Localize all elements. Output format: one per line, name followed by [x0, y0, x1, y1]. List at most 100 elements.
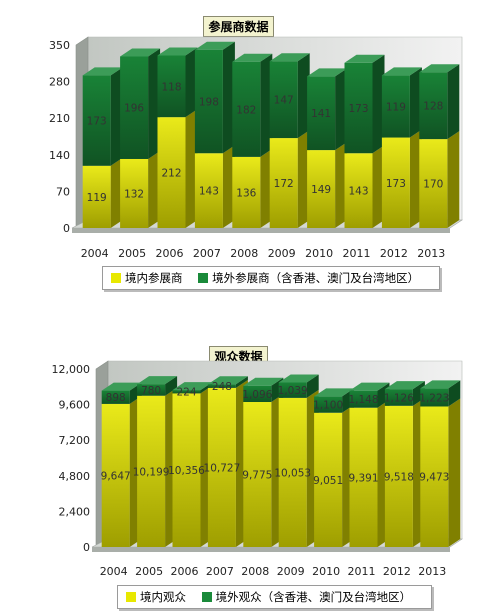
x-tick-label: 2010 — [305, 247, 333, 260]
bar-side — [110, 67, 123, 166]
data-label: 128 — [423, 101, 443, 113]
x-tick-label: 2006 — [156, 247, 184, 260]
x-tick-label: 2007 — [193, 247, 221, 260]
bar-segment — [349, 390, 378, 408]
bar-segment — [232, 156, 261, 228]
bar-segment — [157, 55, 186, 118]
data-label: 173 — [87, 116, 107, 128]
bar-top — [243, 377, 284, 386]
bar-segment — [101, 390, 130, 404]
legend-item-overseas: 境外参展商（含香港、澳门及台湾地区） — [198, 270, 419, 286]
bar-side — [409, 129, 422, 228]
legend-swatch — [201, 592, 212, 602]
bar-segment — [172, 393, 201, 547]
data-label: 9,775 — [242, 470, 272, 482]
data-label: 173 — [348, 103, 368, 115]
y-tick-label: 0 — [63, 222, 70, 235]
data-label: 9,391 — [348, 472, 378, 484]
bar-side — [222, 145, 235, 228]
x-tick-label: 2012 — [383, 565, 411, 578]
x-tick-label: 2011 — [343, 247, 371, 260]
data-label: 170 — [423, 179, 443, 191]
bar-segment — [194, 49, 223, 154]
bar-top — [269, 53, 310, 62]
data-label: 9,051 — [313, 475, 343, 487]
bar-side — [297, 53, 310, 139]
bar-segment — [120, 158, 149, 228]
bar-segment — [307, 150, 336, 228]
bar-segment — [194, 153, 223, 228]
bar-segment — [120, 56, 149, 159]
y-tick-label: 4,800 — [59, 470, 91, 483]
bar-segment — [269, 138, 298, 228]
chart-title: 参展商数据 — [203, 16, 274, 37]
legend-item-domestic: 境内观众 — [126, 589, 186, 605]
bar-side — [448, 398, 461, 547]
data-label: 136 — [236, 187, 256, 199]
floor-edge — [92, 547, 450, 552]
bar-side — [372, 54, 385, 154]
bar-segment — [314, 396, 343, 413]
bar-side — [447, 64, 460, 140]
bar-segment — [243, 402, 272, 547]
legend-item-overseas: 境外观众（含香港、澳门及台湾地区） — [201, 589, 411, 605]
bar-top — [384, 381, 425, 390]
y-tick-label: 2,400 — [59, 505, 91, 518]
y-tick-label: 9,600 — [59, 399, 91, 412]
bar-side — [148, 48, 161, 159]
bar-top — [307, 68, 348, 77]
bar-segment — [419, 72, 448, 140]
bar-top — [172, 382, 213, 391]
exhibitor-chart-plot: 0 70 140 210 280 350 119 173 2004 132 196 2005 212 11… — [49, 36, 463, 260]
bar-side — [372, 145, 385, 228]
bar-segment — [381, 75, 410, 138]
visitor-chart: 观众数据 0 2,400 4,800 7,200 9,600 12,000 9,647 898… — [0, 330, 477, 613]
data-label: 119 — [386, 101, 406, 113]
x-tick-label: 2009 — [268, 247, 296, 260]
bar-segment — [349, 407, 378, 547]
x-tick-label: 2006 — [171, 565, 199, 578]
data-label: 9,473 — [419, 472, 449, 484]
data-label: 1,223 — [419, 392, 449, 404]
bar-segment — [82, 75, 111, 166]
y-tick-label: 140 — [49, 149, 70, 162]
x-tick-label: 2009 — [277, 565, 305, 578]
bar-side — [335, 142, 348, 228]
bar-segment — [172, 390, 201, 394]
bar-side — [185, 109, 198, 228]
x-tick-label: 2013 — [417, 247, 445, 260]
x-tick-label: 2010 — [312, 565, 340, 578]
data-label: 147 — [274, 95, 294, 107]
x-tick-label: 2005 — [118, 247, 146, 260]
x-tick-label: 2008 — [241, 565, 269, 578]
bar-segment — [207, 387, 236, 547]
bar-side — [335, 68, 348, 151]
x-tick-label: 2013 — [418, 565, 446, 578]
bar-top — [207, 376, 248, 385]
bar-segment — [232, 61, 261, 157]
bar-side — [110, 157, 123, 228]
bar-side — [447, 131, 460, 228]
bar-side — [448, 380, 461, 407]
bar-side — [185, 47, 198, 118]
x-tick-label: 2005 — [135, 565, 163, 578]
data-label: 149 — [311, 184, 331, 196]
bar-top — [419, 64, 460, 73]
data-label: 119 — [87, 192, 107, 204]
data-label: 143 — [348, 186, 368, 198]
bar-segment — [137, 395, 166, 547]
floor-edge — [72, 228, 450, 233]
data-label: 196 — [124, 103, 144, 115]
data-label: 143 — [199, 186, 219, 198]
visitor-chart-plot: 0 2,400 4,800 7,200 9,600 12,000 9,647 898 2004 1… — [52, 360, 463, 578]
bar-side — [260, 53, 273, 157]
bar-segment — [207, 384, 236, 388]
bar-segment — [420, 388, 449, 407]
bar-top — [157, 47, 198, 56]
bar-top — [381, 67, 422, 76]
data-label: 9,518 — [384, 471, 414, 483]
bar-top — [420, 380, 461, 389]
data-label: 9,647 — [101, 470, 131, 482]
x-tick-label: 2007 — [206, 565, 234, 578]
bar-top — [101, 382, 142, 391]
